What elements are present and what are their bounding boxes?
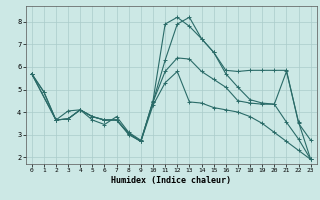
X-axis label: Humidex (Indice chaleur): Humidex (Indice chaleur) <box>111 176 231 185</box>
